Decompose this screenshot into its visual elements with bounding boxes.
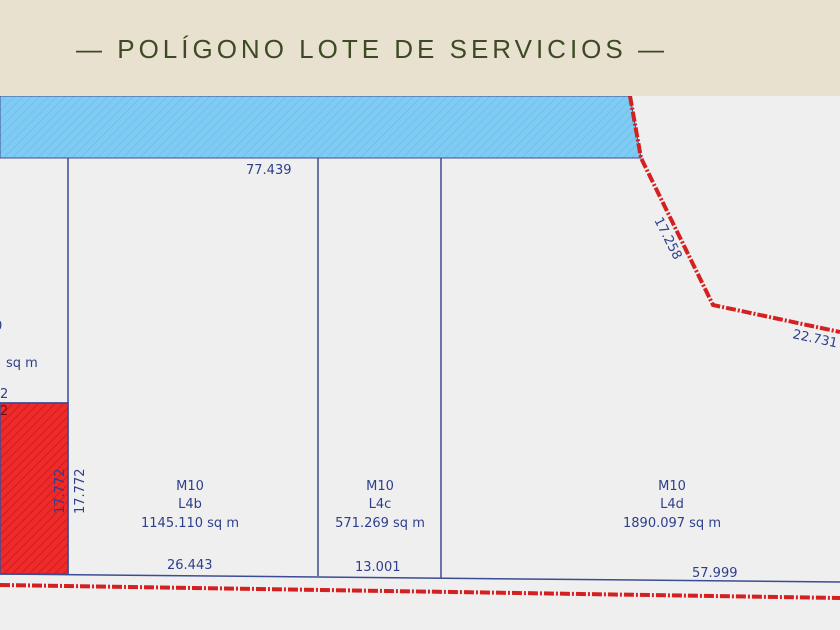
lot-l4c-area: 571.269 sq m xyxy=(335,516,425,531)
lot-label-l4b: M10 L4b 1145.110 sq m xyxy=(141,479,239,531)
lot-l4b-area: 1145.110 sq m xyxy=(141,516,239,531)
red-lot xyxy=(0,402,69,575)
lot-l4d-area: 1890.097 sq m xyxy=(623,516,721,531)
lot-l4d-manzana: M10 xyxy=(658,479,686,494)
lot-l4c-manzana: M10 xyxy=(366,479,394,494)
lot-label-l4d: M10 L4d 1890.097 sq m xyxy=(623,479,721,531)
blue-zone xyxy=(0,96,642,159)
lot-plan-diagram: 77.439 17.258 22.731 2 2 17.772 17.772 2… xyxy=(0,96,840,600)
lot-l4b-lote: L4b xyxy=(178,497,202,512)
lot-l4c-lote: L4c xyxy=(369,497,392,512)
title-banner: — POLÍGONO LOTE DE SERVICIOS — xyxy=(0,0,840,96)
dim-partial-bottom-label: 2 xyxy=(0,404,8,419)
lot-l4b-manzana: M10 xyxy=(176,479,204,494)
page-title: — POLÍGONO LOTE DE SERVICIOS — xyxy=(76,34,668,64)
boundary-top-right xyxy=(628,96,840,334)
lot-l4d-lote: L4d xyxy=(660,497,684,512)
lot-label-l4c: M10 L4c 571.269 sq m xyxy=(335,479,425,531)
dim-bottom-l4d-label: 57.999 xyxy=(692,566,738,581)
boundary-bottom xyxy=(0,583,840,600)
partial-lot-line1: 0 xyxy=(0,319,2,334)
dim-left-vertical-label: 17.772 xyxy=(73,469,88,515)
dim-top-label: 77.439 xyxy=(246,163,292,178)
dim-red-vertical-label: 17.772 xyxy=(53,469,68,515)
dim-partial-top-label: 2 xyxy=(0,387,8,402)
dim-bottom-l4b-label: 26.443 xyxy=(167,558,213,573)
partial-lot-line2: sq m xyxy=(6,356,38,371)
lot-line-bottom xyxy=(0,573,840,583)
dim-bottom-l4c-label: 13.001 xyxy=(355,560,401,575)
